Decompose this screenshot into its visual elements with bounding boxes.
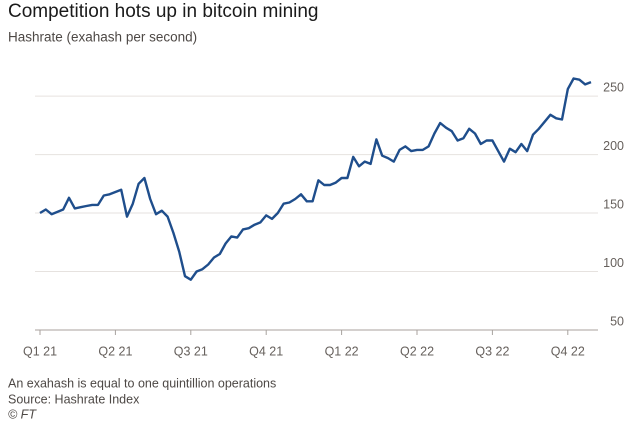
chart-subtitle: Hashrate (exahash per second) (8, 30, 197, 45)
x-tick-label: Q1 21 (23, 344, 57, 358)
y-tick-label: 150 (603, 197, 624, 211)
x-tick-label: Q2 21 (98, 344, 132, 358)
x-tick-label: Q3 21 (174, 344, 208, 358)
chart-title: Competition hots up in bitcoin mining (8, 1, 319, 22)
x-tick-label: Q4 22 (551, 344, 585, 358)
y-tick-label: 50 (610, 314, 624, 328)
x-tick-label: Q3 22 (475, 344, 509, 358)
y-tick-label: 100 (603, 256, 624, 270)
y-tick-label: 200 (603, 139, 624, 153)
x-tick-label: Q1 22 (325, 344, 359, 358)
y-tick-label: 250 (603, 80, 624, 94)
x-tick-label: Q2 22 (400, 344, 434, 358)
data-line (39, 77, 592, 281)
credit: © FT (8, 407, 37, 421)
x-tick-label: Q4 21 (249, 344, 283, 358)
source: Source: Hashrate Index (8, 392, 140, 406)
note: An exahash is equal to one quintillion o… (8, 376, 276, 390)
